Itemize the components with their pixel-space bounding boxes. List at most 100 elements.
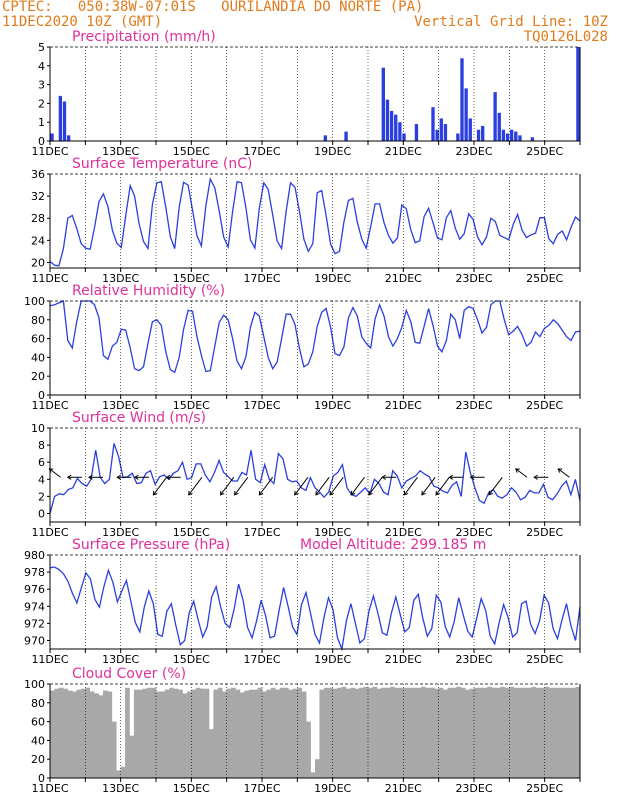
wind-arrow-head [165,474,171,480]
pressure-ytick-label: 970 [24,634,45,647]
precip-ytick-label: 1 [38,116,45,129]
header-grid-note: Vertical Grid Line: 10Z [414,14,608,30]
precip-xtick-label: 15DEC [173,145,210,158]
wind-arrow-shaft [403,476,418,496]
cloud-bar [125,687,130,778]
precip-bar [323,135,328,141]
wind-xtick-label: 17DEC [243,526,280,539]
precip-bar [464,88,468,141]
wind-arrow-shaft [49,468,61,478]
cloud-bar [222,691,227,778]
cloud-bar [182,693,188,778]
wind-arrow-head [557,468,563,473]
cloud-bar [107,691,113,778]
precip-bar [481,125,485,141]
temp-ytick-label: 32 [31,190,45,203]
cloud-bar [425,687,431,778]
pressure-ytick-label: 976 [24,583,45,596]
cloud-bar [235,689,241,778]
cloud-bar [257,687,263,778]
cloud-bar [151,687,157,778]
precip-ytick-label: 5 [38,41,45,54]
precip-bar [476,129,481,141]
cloud-bar [58,687,64,778]
pressure-ytick-label: 974 [24,600,45,613]
cloud-bar [376,688,382,778]
cloud-bar [310,772,316,778]
wind-arrow-head [188,490,193,496]
cloud-bar [72,691,77,778]
cloud-bar [244,690,250,778]
cloud-bar [116,770,121,778]
wind-arrow-shaft [315,476,330,496]
precip-bar [468,118,472,141]
cloud-bar [50,690,55,778]
pressure-series-line [49,566,581,652]
cloud-bar [231,687,236,778]
wind-arrow-shaft [258,476,274,496]
cloud-bar [297,687,303,778]
cloud-bar [460,687,466,778]
cloud-bar [76,689,82,778]
pressure-xtick-label: 15DEC [173,653,210,666]
precip-xtick-label: 11DEC [31,145,68,158]
cloud-bar [262,691,267,778]
cloud-bar [491,687,497,778]
cloud-xtick-label: 15DEC [173,782,210,795]
cloud-bar [217,687,223,778]
precip-bar [431,107,435,141]
wind-arrow-head [258,490,264,496]
pressure-annotation: Model Altitude: 299.185 m [300,537,486,553]
rh-xtick-label: 23DEC [455,399,492,412]
wind-xtick-label: 25DEC [526,526,563,539]
cloud-bar [398,687,404,778]
pressure-ytick-label: 972 [24,617,45,630]
cloud-bar [133,689,139,778]
cloud-bar [345,688,351,778]
rh-ytick-label: 40 [31,351,45,364]
precip-bar [402,133,406,141]
precip-xtick-label: 23DEC [455,145,492,158]
cloud-bar [328,687,333,778]
wind-arrow-shaft [234,476,249,496]
rh-xtick-label: 25DEC [526,399,563,412]
wind-arrow-head [116,474,121,480]
cloud-bar [390,686,395,778]
cloud-bar [496,687,501,778]
cloud-bar [337,687,342,778]
cloud-bar [103,690,108,778]
cloud-bar [575,686,581,778]
cloud-bar [284,687,289,778]
temp-series-line [49,176,581,267]
wind-xtick-label: 13DEC [102,526,139,539]
precip-bar [66,135,71,141]
cloud-bar [156,691,161,778]
precip-bar [58,95,63,141]
wind-xtick-label: 19DEC [314,526,351,539]
cloud-bar [195,687,201,778]
precip-bar [385,99,390,141]
cloud-bar [531,686,537,778]
rh-ytick-label: 0 [38,389,45,402]
cloud-ytick-label: 40 [31,734,45,747]
precip-bar [501,129,506,141]
precip-bar [394,114,398,141]
temp-xtick-label: 21DEC [385,272,422,285]
precip-bar [414,124,419,141]
cloud-bar [394,687,400,778]
cloud-bar [350,687,356,778]
wind-ytick-label: 8 [38,439,45,452]
cloud-bar [191,689,197,778]
cloud-bar [416,687,422,778]
wind-ytick-label: 0 [38,507,45,520]
header-location: CPTEC: 050:38W-07:01S OURILANDIA DO NORT… [2,0,424,15]
cloud-bar [266,689,272,778]
rh-title: Relative Humidity (%) [72,283,225,299]
cloud-bar [288,689,294,778]
wind-ytick-label: 4 [38,473,45,486]
wind-ytick-label: 6 [38,456,45,469]
cloud-bar [443,689,448,778]
cloud-bar [213,689,219,778]
wind-arrow-shaft [220,476,235,496]
